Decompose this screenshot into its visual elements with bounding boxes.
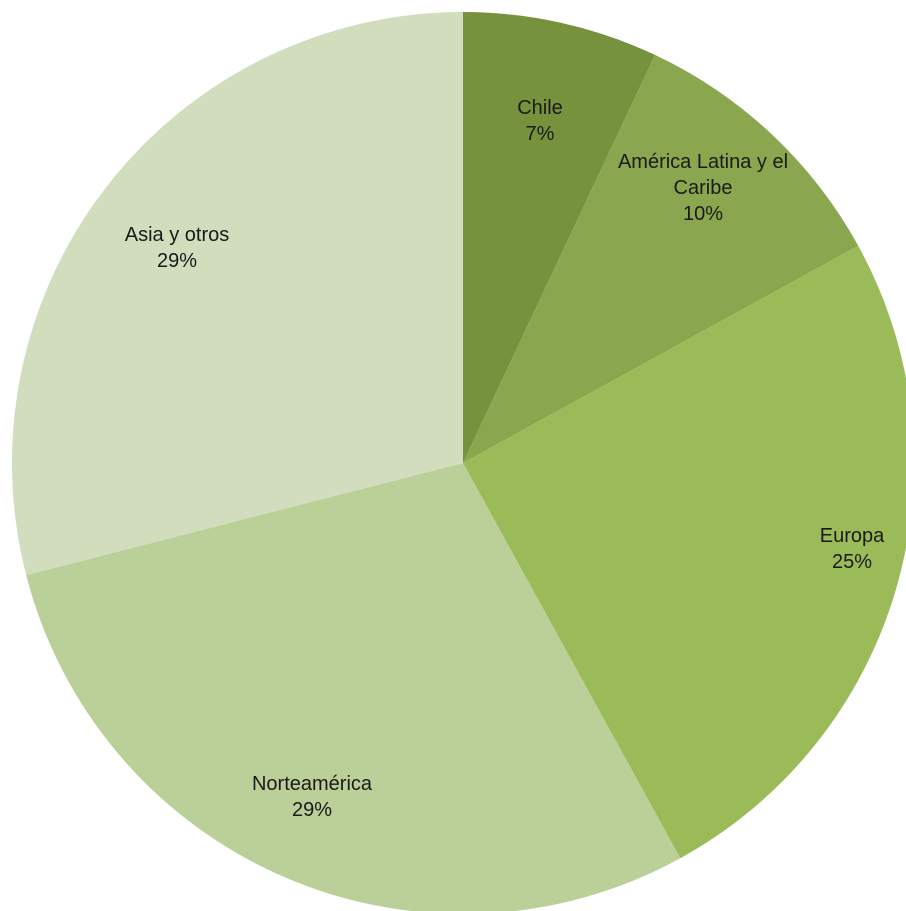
slice-percent: 7% — [526, 123, 555, 145]
slice-category-label: Asia y otros — [125, 224, 229, 246]
pie-slice-0 — [463, 12, 656, 463]
pie-slice-3 — [26, 463, 681, 911]
slice-category-label: Chile — [517, 97, 563, 119]
pie-slice-1 — [463, 54, 859, 463]
slice-category-label: Caribe — [674, 177, 733, 199]
slice-category-label: América Latina y el — [618, 151, 788, 173]
slice-percent: 10% — [683, 203, 723, 225]
pie-slice-label-1: América Latina y el Caribe 10% — [618, 151, 788, 225]
pie-slice-label-0: Chile 7% — [517, 97, 563, 145]
slice-category-label: Norteamérica — [252, 773, 373, 795]
pie-slices — [11, 12, 906, 911]
slice-percent: 29% — [292, 799, 332, 821]
pie-slice-label-2: Europa 25% — [820, 525, 885, 573]
pie-slice-label-3: Norteamérica 29% — [252, 773, 373, 821]
slice-category-label: Europa — [820, 525, 885, 547]
slice-percent: 29% — [157, 250, 197, 272]
pie-slice-label-4: Asia y otros 29% — [125, 224, 229, 272]
pie-labels: Chile 7% América Latina y el Caribe 10% Europ… — [125, 97, 885, 821]
pie-slice-2 — [463, 245, 906, 859]
slice-percent: 25% — [832, 551, 872, 573]
pie-slice-4 — [11, 12, 463, 576]
